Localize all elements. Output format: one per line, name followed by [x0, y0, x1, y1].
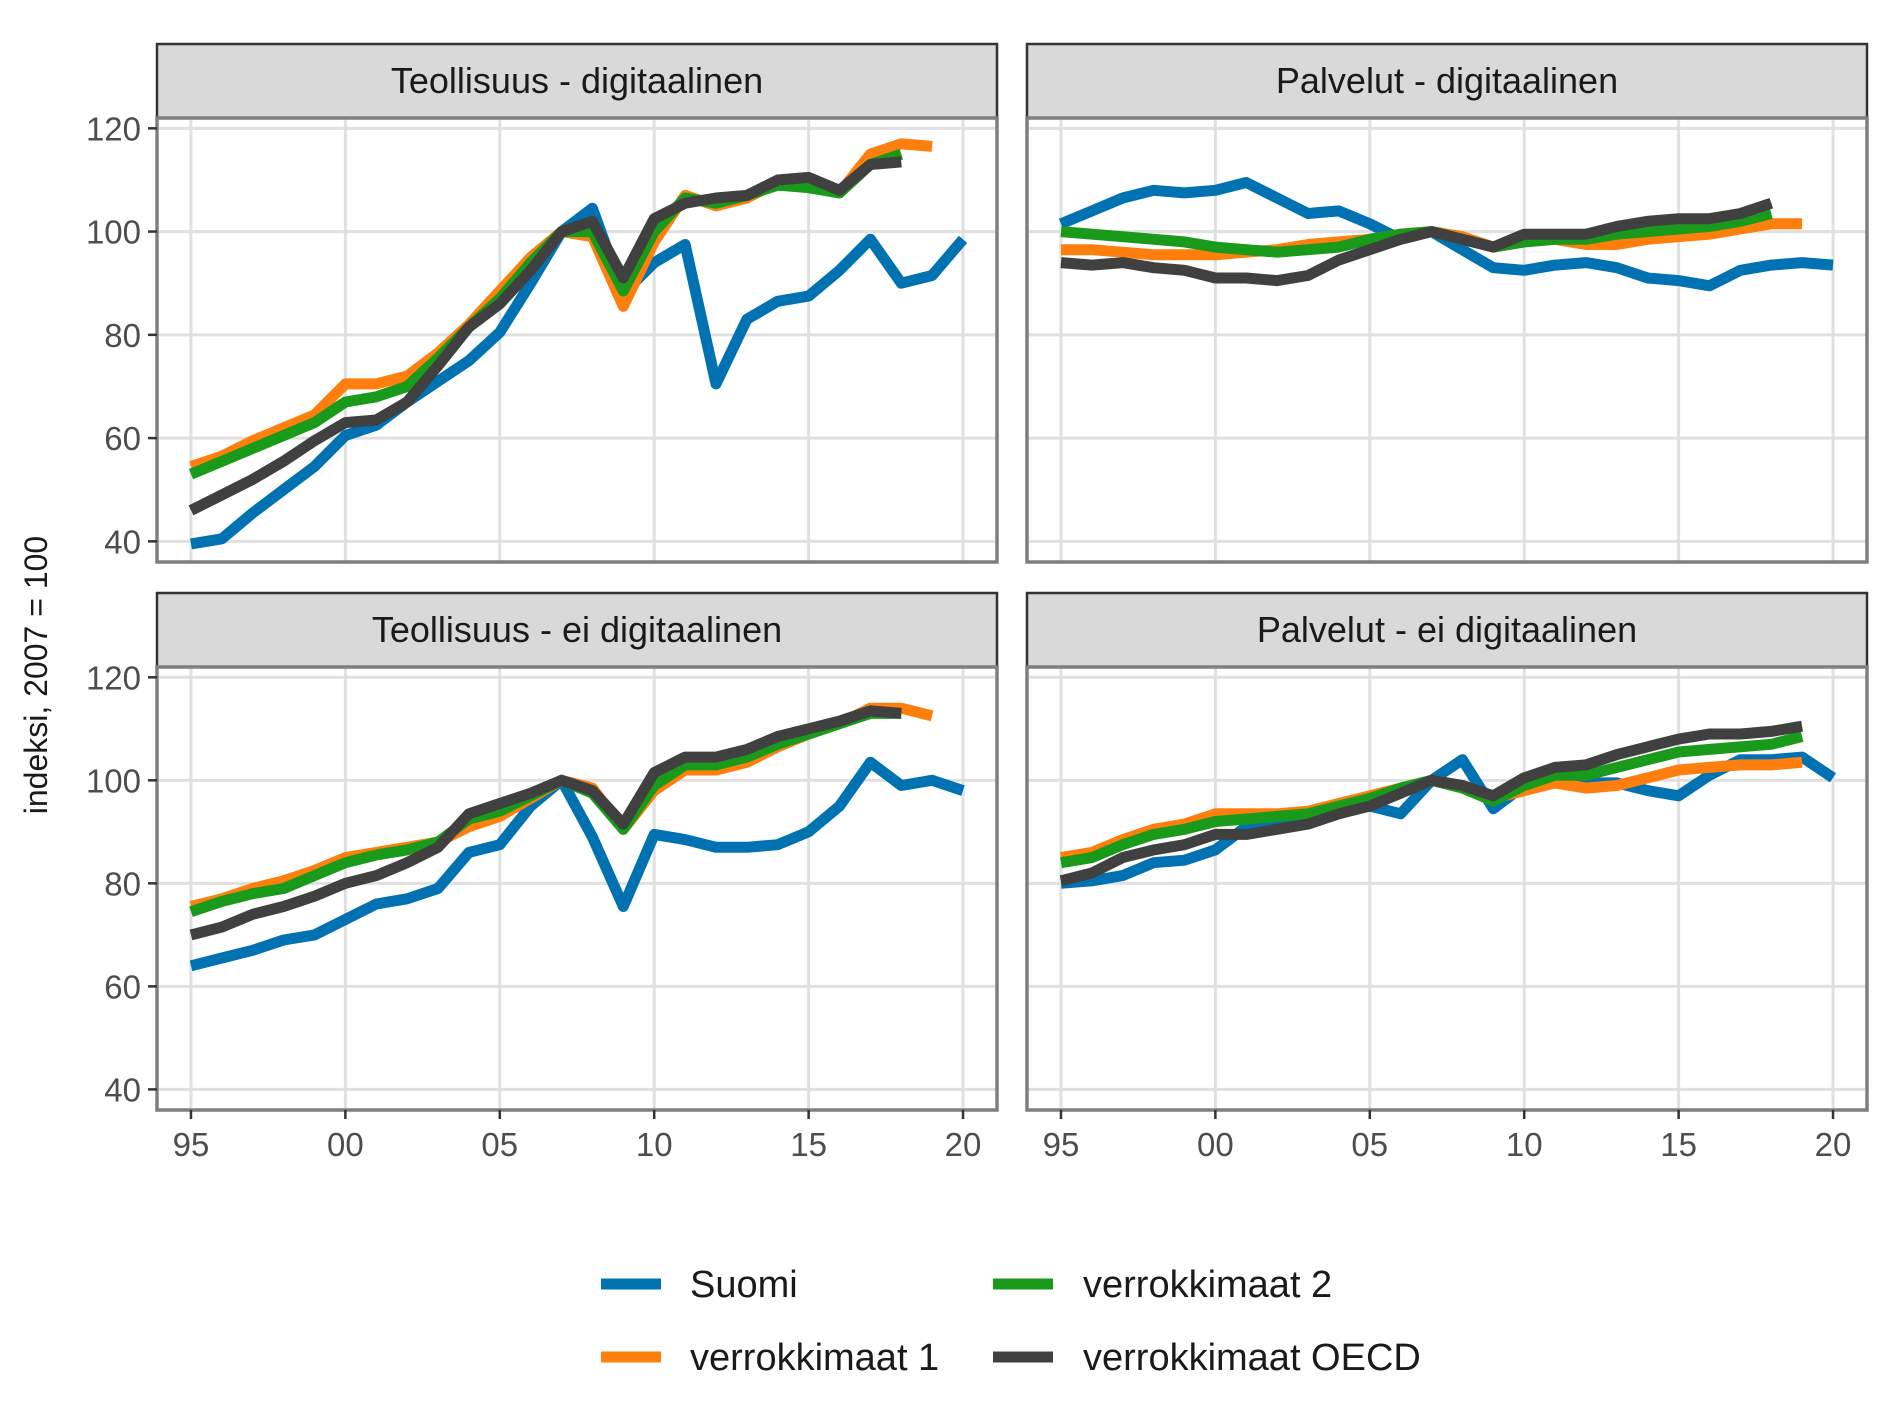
y-tick-label: 40 — [104, 1071, 141, 1108]
x-tick-label: 20 — [1815, 1126, 1852, 1163]
series-line-suomi — [190, 202, 968, 550]
strip-background — [1025, 591, 1869, 669]
panel-title: Teollisuus - ei digitaalinen — [372, 609, 782, 650]
legend-item-verrokkimaat-2: verrokkimaat 2 — [993, 1264, 1332, 1306]
x-tick-label: 20 — [945, 1126, 982, 1163]
y-tick-label: 100 — [86, 762, 141, 799]
x-tick-label: 95 — [1043, 1126, 1080, 1163]
y-axis-label: indeksi, 2007 = 100 — [18, 536, 54, 814]
legend-item-suomi: Suomi — [601, 1264, 798, 1306]
panel-border — [155, 116, 999, 564]
x-tick-label: 00 — [327, 1126, 364, 1163]
strip-background — [155, 42, 999, 120]
y-tick-label: 120 — [86, 110, 141, 147]
x-tick-label: 10 — [1506, 1126, 1543, 1163]
strip-background — [1025, 42, 1869, 120]
plot-area — [1027, 667, 1867, 1110]
plot-area — [1027, 118, 1867, 562]
legend: Suomi verrokkimaat 2 verrokkimaat 1 verrokk… — [601, 1264, 1421, 1379]
legend-label: verrokkimaat 2 — [1083, 1264, 1332, 1306]
strip-background — [155, 591, 999, 669]
series-line-suomi — [1060, 751, 1837, 889]
series-line-verrokkimaat-oecd — [188, 156, 902, 516]
panel-border — [1025, 665, 1869, 1112]
x-tick-label: 05 — [481, 1126, 518, 1163]
y-tick-label: 120 — [86, 659, 141, 696]
series-line-verrokkimaat-oecd — [189, 705, 902, 941]
y-tick-label: 100 — [86, 214, 141, 251]
panel-teollisuus-digitaalinen: Teollisuus - digitaalinen 40 60 80 100 120 — [86, 42, 999, 564]
y-tick-label: 60 — [104, 420, 141, 457]
x-tick-label: 95 — [173, 1126, 210, 1163]
x-tick-label: 05 — [1351, 1126, 1388, 1163]
y-tick-label: 80 — [104, 865, 141, 902]
panel-title: Palvelut - ei digitaalinen — [1257, 609, 1637, 650]
panel-palvelut-ei-digitaalinen: Palvelut - ei digitaalinen 95 00 05 10 15 20 — [1025, 591, 1869, 1163]
panel-title: Teollisuus - digitaalinen — [391, 60, 763, 101]
legend-item-verrokkimaat-oecd: verrokkimaat OECD — [993, 1337, 1421, 1379]
x-tick-label: 15 — [790, 1126, 827, 1163]
y-tick-label: 80 — [104, 317, 141, 354]
x-tick-label: 00 — [1197, 1126, 1234, 1163]
x-tick-label: 10 — [636, 1126, 673, 1163]
legend-item-verrokkimaat-1: verrokkimaat 1 — [601, 1337, 939, 1379]
series-line-verrokkimaat-oecd — [1060, 197, 1774, 287]
legend-label: verrokkimaat OECD — [1083, 1337, 1421, 1379]
panel-teollisuus-ei-digitaalinen: Teollisuus - ei digitaalinen 40 60 80 100 120… — [86, 591, 999, 1163]
panel-border — [1025, 116, 1869, 564]
plot-area — [157, 118, 997, 562]
panels-layer: Teollisuus - digitaalinen 40 60 80 100 120 Pal… — [86, 42, 1869, 1163]
panel-palvelut-digitaalinen: Palvelut - digitaalinen — [1025, 42, 1869, 564]
x-tick-label: 15 — [1660, 1126, 1697, 1163]
series-line-suomi — [189, 756, 965, 972]
panel-title: Palvelut - digitaalinen — [1276, 60, 1618, 101]
legend-label: Suomi — [690, 1264, 798, 1306]
legend-label: verrokkimaat 1 — [690, 1337, 939, 1379]
y-tick-label: 60 — [104, 968, 141, 1005]
panel-border — [155, 665, 999, 1112]
y-tick-label: 40 — [104, 523, 141, 560]
series-line-verrokkimaat-oecd — [1059, 720, 1804, 887]
